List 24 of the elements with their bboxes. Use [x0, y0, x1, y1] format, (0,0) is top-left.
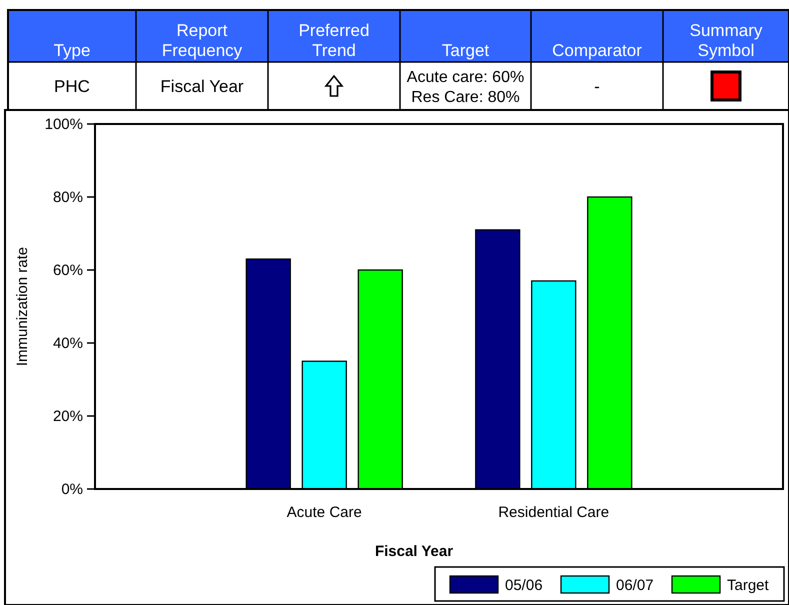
text: PHC — [54, 77, 90, 96]
x-tick-label: Residential Care — [498, 504, 610, 521]
y-tick-label: 40% — [52, 335, 83, 352]
x-tick-label: Acute Care — [286, 504, 362, 521]
legend-label: 06/07 — [616, 577, 654, 594]
text: Acute care: 60% — [406, 69, 524, 86]
y-tick-label: 60% — [52, 262, 83, 279]
category-label: Report Frequency — [162, 21, 243, 60]
y-tick-label: 80% — [52, 189, 83, 206]
category-label: Target — [442, 41, 490, 60]
y-axis-title: Immunization rate — [14, 246, 31, 366]
text: Fiscal Year — [160, 77, 244, 96]
text: Res Care: 80% — [411, 89, 520, 106]
legend-label: 05/06 — [505, 577, 543, 594]
y-tick-label: 100% — [44, 116, 83, 133]
text: - — [594, 77, 600, 96]
category-label: Summary Symbol — [690, 21, 763, 60]
y-tick-label: 0% — [61, 481, 83, 498]
x-axis-title: Fiscal Year — [374, 543, 454, 560]
legend-label: Target — [727, 577, 770, 594]
y-tick-label: 20% — [52, 408, 83, 425]
category-label: Type — [54, 41, 90, 60]
category-label: Comparator — [552, 41, 642, 60]
category-label: Preferred Trend — [298, 21, 370, 60]
